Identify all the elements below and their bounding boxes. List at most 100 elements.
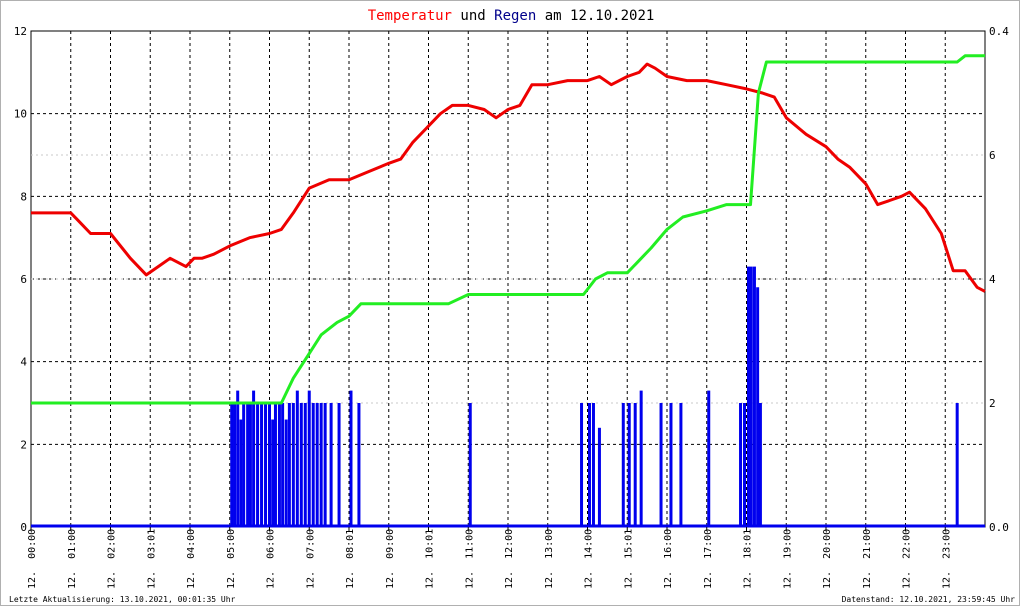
x-tick-label: 12. 15:01 bbox=[623, 529, 634, 589]
footer-last-update: Letzte Aktualisierung: 13.10.2021, 00:01… bbox=[9, 595, 236, 604]
cumulative-line bbox=[31, 54, 985, 405]
rain-bar bbox=[627, 403, 631, 527]
rain-bar bbox=[268, 403, 271, 527]
y-right-tick-label: 0.0 bbox=[989, 521, 1009, 534]
rain-bar bbox=[679, 403, 683, 527]
rain-bar bbox=[260, 403, 264, 527]
rain-bar bbox=[277, 403, 281, 527]
chart-title: Temperatur und Regen am 12.10.2021 bbox=[368, 8, 655, 24]
x-tick-label: 12. 08:01 bbox=[345, 529, 356, 589]
x-tick-label: 12. 20:00 bbox=[822, 529, 833, 589]
x-tick-label: 12. 13:00 bbox=[544, 529, 555, 589]
x-tick-label: 12. 11:00 bbox=[464, 529, 475, 589]
x-tick-label: 12. 12:00 bbox=[504, 529, 515, 589]
rain-bar bbox=[233, 403, 237, 527]
rain-bar bbox=[758, 403, 762, 527]
rain-bar bbox=[239, 419, 243, 527]
rain-bar bbox=[311, 403, 315, 527]
rain-bar bbox=[273, 403, 277, 527]
rain-bar bbox=[621, 403, 625, 527]
x-tick-label: 12. 00:00 bbox=[27, 529, 38, 589]
rain-bar bbox=[291, 403, 295, 527]
x-tick-label: 12. 16:00 bbox=[663, 529, 674, 589]
rain-bars bbox=[31, 266, 985, 528]
rain-bar bbox=[591, 403, 595, 527]
x-tick-label: 12. 10:01 bbox=[425, 529, 436, 589]
rain-bar bbox=[264, 403, 268, 527]
axes: 0 2 4 6 8 10 12 0.0 2 4 6 0.4 12. 00:00 12. 01:00 12. … bbox=[14, 25, 1009, 589]
y-right-tick-label: 0.4 bbox=[989, 25, 1009, 38]
x-tick-label: 12. 21:00 bbox=[862, 529, 873, 589]
rain-bar bbox=[357, 403, 361, 527]
y-right-tick-label: 6 bbox=[989, 149, 996, 162]
title-und: und bbox=[452, 8, 494, 24]
rain-bar bbox=[323, 403, 327, 527]
y-left-tick-label: 8 bbox=[20, 190, 27, 203]
x-tick-label: 12. 22:00 bbox=[902, 529, 913, 589]
rain-bar bbox=[252, 390, 256, 527]
lines bbox=[31, 54, 986, 405]
rain-bar bbox=[580, 403, 584, 527]
rain-bar bbox=[337, 403, 341, 527]
rain-bar bbox=[295, 390, 299, 527]
x-tick-label: 12. 19:00 bbox=[782, 529, 793, 589]
rain-bar bbox=[307, 390, 311, 527]
rain-bar bbox=[230, 403, 234, 527]
y-left-tick-label: 0 bbox=[20, 521, 27, 534]
y-right-tick-label: 4 bbox=[989, 273, 996, 286]
title-regen: Regen bbox=[494, 8, 536, 24]
rain-bar bbox=[315, 403, 319, 527]
rain-bar bbox=[303, 403, 307, 527]
rain-bar bbox=[349, 390, 353, 527]
rain-bar bbox=[639, 390, 643, 527]
rain-bar bbox=[633, 403, 637, 527]
rain-bar bbox=[236, 390, 240, 527]
x-tick-label: 12. 01:00 bbox=[67, 529, 78, 589]
x-tick-label: 12. 07:00 bbox=[305, 529, 316, 589]
rain-bar bbox=[246, 403, 250, 527]
x-tick-label: 12. 04:00 bbox=[186, 529, 197, 589]
x-tick-label: 12. 05:00 bbox=[226, 529, 237, 589]
y-left-tick-label: 6 bbox=[20, 273, 27, 286]
rain-bar bbox=[669, 403, 673, 527]
rain-bar bbox=[749, 266, 753, 527]
rain-bar bbox=[597, 427, 601, 527]
x-tick-label: 12. 03:01 bbox=[146, 529, 157, 589]
footer-data-status: Datenstand: 12.10.2021, 23:59:45 Uhr bbox=[842, 595, 1016, 604]
rain-bar bbox=[752, 266, 756, 527]
x-tick-label: 12. 02:00 bbox=[107, 529, 118, 589]
rain-bar bbox=[284, 419, 288, 527]
rain-bar bbox=[746, 266, 750, 527]
rain-bar bbox=[659, 403, 663, 527]
rain-bar bbox=[743, 403, 747, 527]
rain-bar bbox=[587, 403, 591, 527]
rain-bar bbox=[756, 287, 760, 527]
y-right-tick-label: 2 bbox=[989, 397, 996, 410]
y-left-tick-label: 2 bbox=[20, 438, 27, 451]
rain-bar bbox=[319, 403, 323, 527]
rain-bar bbox=[739, 403, 743, 527]
temperature-line bbox=[31, 62, 986, 293]
rain-bar bbox=[287, 403, 291, 527]
rain-bar bbox=[955, 403, 959, 527]
x-tick-label: 12. 06:00 bbox=[266, 529, 277, 589]
x-tick-label: 12. 23:00 bbox=[941, 529, 952, 589]
rain-bar bbox=[707, 390, 711, 527]
x-tick-label: 12. 17:00 bbox=[703, 529, 714, 589]
title-date: am 12.10.2021 bbox=[536, 8, 654, 24]
rain-bar bbox=[256, 403, 260, 527]
y-left-tick-label: 10 bbox=[14, 108, 27, 121]
y-left-tick-label: 12 bbox=[14, 25, 27, 38]
rain-bar bbox=[242, 403, 246, 527]
x-tick-label: 12. 09:00 bbox=[385, 529, 396, 589]
rain-bar bbox=[248, 403, 252, 527]
grid bbox=[30, 30, 986, 528]
x-tick-label: 12. 18:01 bbox=[743, 529, 754, 589]
rain-bar bbox=[329, 403, 333, 527]
title-temperatur: Temperatur bbox=[368, 8, 452, 24]
rain-bar bbox=[299, 403, 303, 527]
rain-bar bbox=[281, 403, 285, 527]
x-tick-label: 12. 14:00 bbox=[584, 529, 595, 589]
